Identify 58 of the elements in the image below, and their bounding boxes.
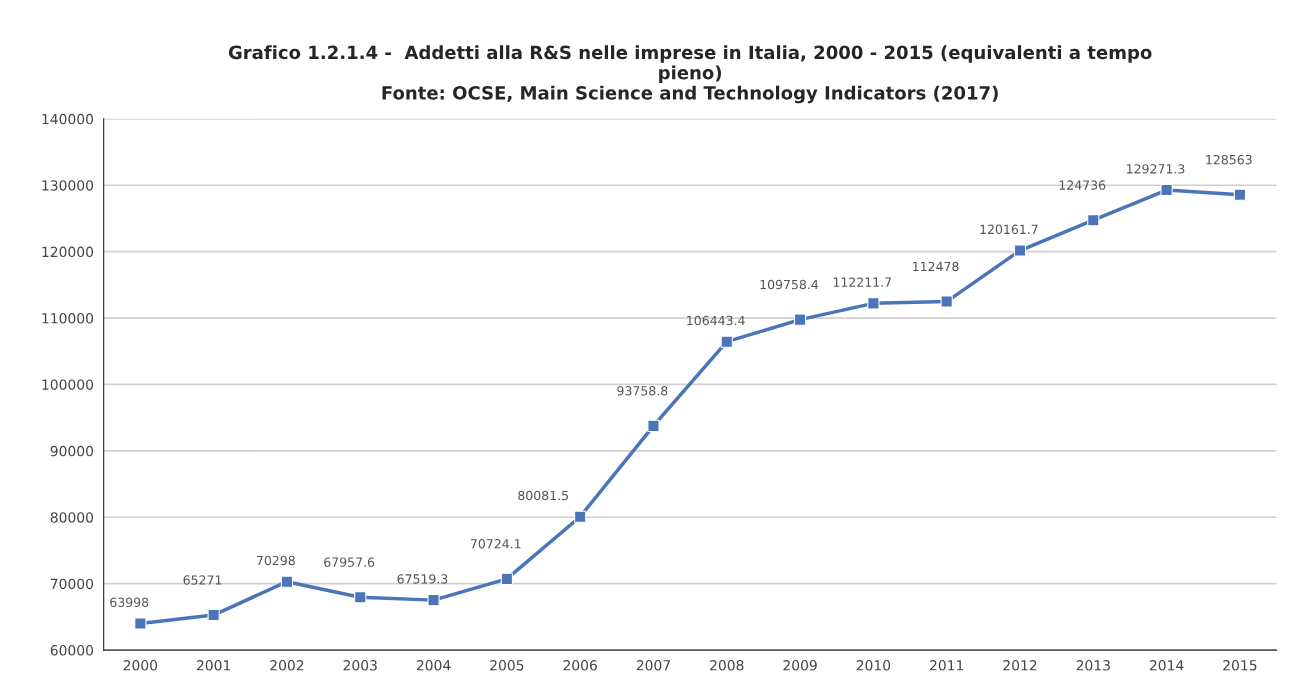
y-tick-label: 120000 — [42, 246, 94, 258]
x-tick-label: 2007 — [636, 660, 670, 671]
y-tick-label: 80000 — [50, 512, 94, 523]
data-label: 67519.3 — [397, 574, 448, 584]
data-label: 70724.1 — [470, 539, 521, 549]
data-label: 65271 — [183, 575, 222, 585]
x-tick-label: 2005 — [490, 660, 524, 671]
point — [720, 335, 733, 348]
y-tick-label: 100000 — [42, 379, 94, 390]
y-tick-label: 70000 — [50, 578, 94, 590]
data-label: 109758.4 — [760, 279, 819, 290]
point — [867, 297, 880, 310]
data-label: 80081.5 — [518, 490, 568, 501]
x-tick-label: 2002 — [270, 660, 304, 671]
data-label: 128563 — [1206, 154, 1252, 165]
point — [427, 594, 440, 607]
data-label: 129271.3 — [1127, 164, 1185, 174]
data-label: 93758.8 — [617, 386, 668, 396]
data-label: 67957.6 — [324, 557, 375, 567]
y-tick-label: 130000 — [42, 180, 94, 191]
x-tick-label: 2006 — [563, 660, 597, 671]
x-tick-label: 2003 — [343, 660, 377, 671]
x-tick-label: 2013 — [1076, 660, 1110, 671]
data-label: 124736 — [1059, 180, 1106, 190]
point — [280, 575, 294, 588]
x-tick-label: 2010 — [856, 660, 891, 671]
point — [207, 608, 220, 622]
point — [940, 295, 953, 308]
x-tick-label: 2008 — [710, 660, 744, 671]
point — [500, 572, 513, 585]
point — [1233, 188, 1246, 201]
point — [1087, 214, 1100, 227]
chart-title: Grafico 1.2.1.4 - Addetti alla R&S nelle imprese in Italia, 2000 - 2015 (equivalenti a tempo pieno) Fonte: OCSE, Main Science and Technology Indicators (2017) — [228, 45, 1152, 104]
x-tick-label: 2014 — [1149, 660, 1184, 671]
x-tick-label: 2015 — [1223, 660, 1257, 671]
point — [134, 617, 147, 630]
y-tick-label: 60000 — [50, 645, 94, 656]
point — [574, 510, 587, 523]
x-tick-label: 2011 — [930, 660, 964, 671]
data-label: 112478 — [913, 261, 959, 272]
point — [647, 419, 660, 432]
y-tick-label: 110000 — [42, 313, 94, 324]
data-label: 63998 — [110, 597, 149, 608]
x-tick-label: 2001 — [196, 660, 231, 671]
data-label: 106443.4 — [687, 315, 745, 326]
x-tick-label: 2009 — [783, 660, 817, 671]
x-tick-label: 2000 — [123, 660, 158, 671]
point — [794, 313, 807, 326]
x-tick-label: 2004 — [416, 660, 451, 671]
point — [354, 591, 367, 604]
data-label: 120161.7 — [980, 224, 1038, 235]
x-tick-label: 2012 — [1003, 660, 1037, 671]
y-tick-label: 140000 — [42, 113, 94, 125]
data-label: 70298 — [256, 555, 295, 566]
data-label: 112211.7 — [833, 277, 892, 287]
point — [1013, 244, 1027, 257]
y-tick-label: 90000 — [50, 445, 94, 457]
point — [1160, 184, 1173, 197]
